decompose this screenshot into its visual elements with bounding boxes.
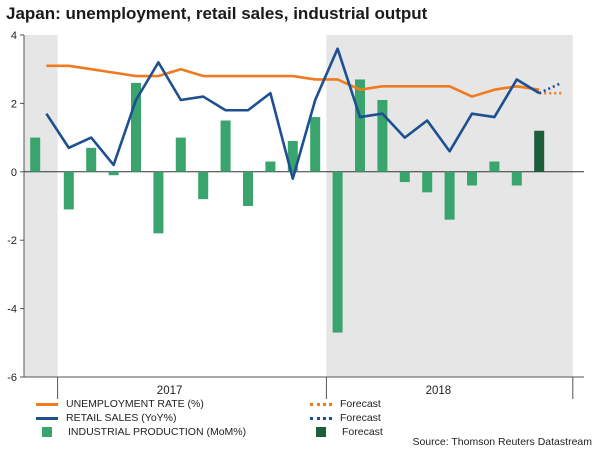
legend-entry-forecast-unemployment: Forecast xyxy=(310,397,383,411)
bar-production-0 xyxy=(30,137,41,172)
legend-label-retail: RETAIL SALES (YoY%) xyxy=(66,412,177,424)
bar-production-15 xyxy=(377,99,388,172)
legend-right: Forecast Forecast Forecast xyxy=(310,397,383,439)
bar-production-5 xyxy=(153,171,164,234)
legend-swatch-forecast-unemployment xyxy=(310,402,332,406)
x-group-label-2018: 2018 xyxy=(426,385,452,397)
x-group-label-2017: 2017 xyxy=(157,385,183,397)
bar-production-21 xyxy=(511,171,522,186)
legend-entry-production: INDUSTRIAL PRODUCTION (MoM%) xyxy=(36,425,246,439)
legend-entry-forecast-production: Forecast xyxy=(310,425,383,439)
legend-swatch-forecast-retail xyxy=(310,416,332,420)
bar-production-3 xyxy=(108,171,119,176)
bar-production-8 xyxy=(220,120,231,172)
y-tick-label--2: -2 xyxy=(7,235,17,247)
bar-production-forecast xyxy=(534,130,545,172)
bar-production-10 xyxy=(265,161,276,172)
legend-swatch-retail xyxy=(36,416,58,420)
y-tick-label-4: 4 xyxy=(11,30,17,42)
bar-production-11 xyxy=(287,141,298,172)
legend-swatch-production xyxy=(42,427,52,437)
y-tick-label-0: 0 xyxy=(11,167,17,179)
legend-left: UNEMPLOYMENT RATE (%) RETAIL SALES (YoY%… xyxy=(36,397,246,439)
series-line-unemployment xyxy=(46,64,540,98)
bar-production-4 xyxy=(131,82,141,172)
bar-production-19 xyxy=(467,171,477,186)
bar-production-12 xyxy=(310,117,321,172)
bar-production-17 xyxy=(422,171,433,193)
chart-title: Japan: unemployment, retail sales, indus… xyxy=(6,4,428,23)
bar-production-16 xyxy=(399,171,410,183)
bar-production-7 xyxy=(198,171,209,200)
legend-swatch-unemployment xyxy=(36,402,58,406)
legend-entry-retail: RETAIL SALES (YoY%) xyxy=(36,411,246,425)
bar-production-1 xyxy=(63,171,74,210)
bar-production-6 xyxy=(175,137,186,172)
bar-production-20 xyxy=(489,161,500,172)
source-note: Source: Thomson Reuters Datastream xyxy=(412,436,592,448)
legend-label-forecast-2: Forecast xyxy=(340,412,381,424)
y-tick-label--4: -4 xyxy=(7,304,17,316)
bar-production-2 xyxy=(86,147,97,172)
y-tick-label-2: 2 xyxy=(11,98,17,110)
bar-production-13 xyxy=(332,171,343,333)
series-forecast-retail xyxy=(538,81,563,95)
bar-production-18 xyxy=(444,171,455,220)
legend-label-forecast-1: Forecast xyxy=(340,398,381,410)
legend-swatch-forecast-production xyxy=(316,427,326,437)
y-tick-label--6: -6 xyxy=(7,372,17,384)
legend-entry-unemployment: UNEMPLOYMENT RATE (%) xyxy=(36,397,246,411)
legend-label-forecast-3: Forecast xyxy=(342,426,383,438)
bar-production-9 xyxy=(243,171,253,206)
shaded-region-0 xyxy=(24,35,58,377)
series-line-retail xyxy=(45,47,540,180)
legend-label-production: INDUSTRIAL PRODUCTION (MoM%) xyxy=(68,426,247,438)
legend-label-unemployment: UNEMPLOYMENT RATE (%) xyxy=(66,398,204,410)
legend-entry-forecast-retail: Forecast xyxy=(310,411,383,425)
bar-production-14 xyxy=(355,79,365,172)
